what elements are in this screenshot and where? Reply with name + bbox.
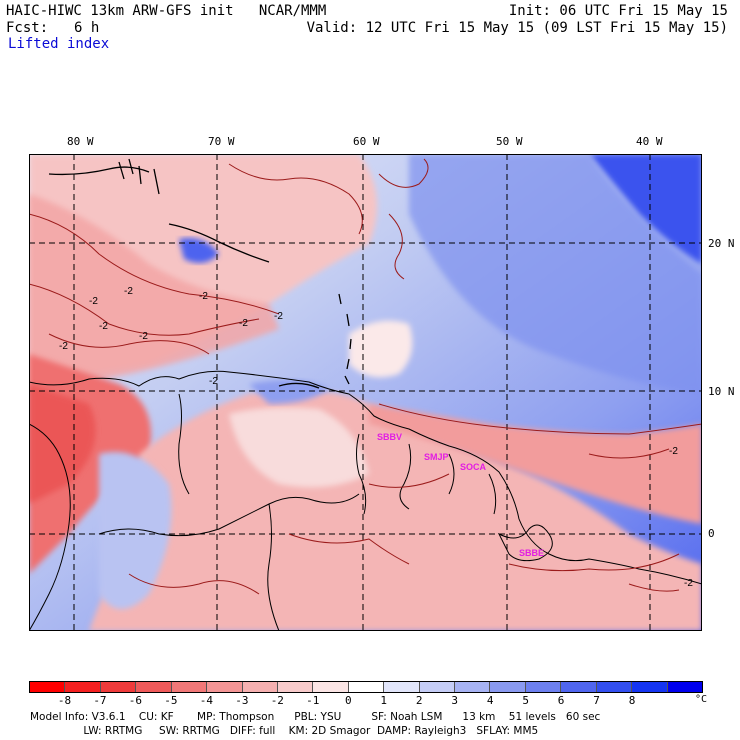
- colorbar-segment: [384, 682, 420, 692]
- colorbar-segment: [455, 682, 491, 692]
- colorbar-segment: [136, 682, 172, 692]
- model-info-line1: Model Info: V3.6.1 CU: KF MP: Thompson P…: [30, 711, 601, 723]
- colorbar-tick-label: -8: [57, 694, 72, 707]
- colorbar-tick-label: 0: [344, 694, 352, 707]
- contour-label: -2: [124, 286, 133, 297]
- contour-label: -2: [199, 291, 208, 302]
- colorbar-tick-label: -6: [128, 694, 143, 707]
- latitude-label-10n: 10 N: [708, 385, 735, 398]
- contour-label: -2: [669, 446, 678, 457]
- field-name: Lifted index: [8, 36, 110, 52]
- lifted-index-contours: [29, 158, 702, 595]
- coastlines: [29, 370, 702, 631]
- colorbar-segment: [348, 682, 385, 692]
- contour-label: -2: [99, 321, 108, 332]
- colorbar-segment: [171, 682, 208, 692]
- colorbar-segment: [596, 682, 633, 692]
- model-info-line2: LW: RRTMG SW: RRTMG DIFF: full KM: 2D Sm…: [30, 725, 539, 737]
- longitude-label-40w: 40 W: [636, 135, 663, 148]
- station-label-sbbv: SBBV: [377, 432, 402, 442]
- colorbar-segment: [242, 682, 278, 692]
- contour-label: -2: [89, 296, 98, 307]
- colorbar-tick-label: -5: [164, 694, 178, 707]
- contour-label: -2: [59, 341, 68, 352]
- caribbean-islands: [48, 158, 352, 389]
- contour-label: -2: [239, 318, 248, 329]
- south-america-land: [89, 390, 702, 631]
- init-time: Init: 06 UTC Fri 15 May 15: [508, 3, 728, 19]
- longitude-label-60w: 60 W: [353, 135, 380, 148]
- longitude-label-50w: 50 W: [496, 135, 523, 148]
- station-label-soca: SOCA: [460, 462, 487, 472]
- colorbar-segment: [419, 682, 456, 692]
- colorbar-tick-label: -3: [235, 694, 249, 707]
- colorbar-segment: [313, 682, 349, 692]
- colorbar-tick-label: -2: [270, 694, 284, 707]
- model-title: HAIC-HIWC 13km ARW-GFS init NCAR/MMM: [6, 3, 327, 19]
- contour-label-group: -2 -2 -2 -2 -2 -2 -2 -2 -2 -2 -2: [59, 286, 693, 589]
- colorbar-segment: [632, 682, 668, 692]
- colorbar-segment: [667, 682, 703, 692]
- graticule: [29, 154, 702, 631]
- latitude-label-0: 0: [708, 527, 715, 540]
- latitude-label-20n: 20 N: [708, 237, 735, 250]
- colorbar-tick-label: 5: [522, 694, 529, 707]
- colorbar-tick-label: 2: [415, 694, 423, 707]
- colorbar-tick-label: -4: [199, 694, 213, 707]
- colorbar-tick-label: -7: [93, 694, 107, 707]
- station-label-sbbe: SBBE: [519, 548, 544, 558]
- contour-label: -2: [684, 578, 693, 589]
- colorbar-segment: [100, 682, 137, 692]
- forecast-hour: 6 h: [74, 20, 100, 36]
- colorbar-tick-label: 6: [557, 694, 565, 707]
- colorbar-segment: [30, 682, 66, 692]
- colorbar-segment: [277, 682, 314, 692]
- colorbar-tick-label: 3: [451, 694, 458, 707]
- longitude-label-70w: 70 W: [208, 135, 235, 148]
- colorbar-segment: [561, 682, 597, 692]
- colorbar-tick-label: -1: [306, 694, 320, 707]
- station-label-smjp: SMJP: [424, 452, 449, 462]
- colorbar-segment: [490, 682, 526, 692]
- valid-time: Valid: 12 UTC Fri 15 May 15 (09 LST Fri …: [306, 20, 728, 36]
- colorbar-tick-label: 4: [486, 694, 494, 707]
- lifted-index-map: -2 -2 -2 -2 -2 -2 -2 -2 -2 -2 -2 SBBV SMJP SOCA SB…: [29, 154, 702, 631]
- contour-label: -2: [209, 376, 218, 387]
- forecast-label: Fcst:: [6, 20, 49, 36]
- contour-label: -2: [274, 311, 283, 322]
- colorbar-segment: [207, 682, 243, 692]
- colorbar-tick-label: 8: [628, 694, 636, 707]
- colorbar-segment: [525, 682, 562, 692]
- contour-label: -2: [139, 331, 148, 342]
- colorbar-tick-label: 1: [380, 694, 388, 707]
- colorbar-unit: °C: [695, 694, 708, 705]
- colorbar-tick-label: 7: [593, 694, 600, 707]
- colorbar-segment: [65, 682, 101, 692]
- strong-stable-region: [589, 154, 702, 264]
- lifted-index-colorbar: [29, 681, 703, 693]
- longitude-label-80w: 80 W: [67, 135, 94, 148]
